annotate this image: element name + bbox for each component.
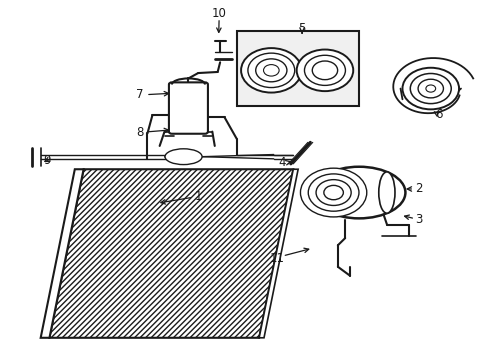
Text: 9: 9 [43,154,51,167]
Circle shape [247,53,294,87]
Circle shape [409,73,450,104]
Circle shape [255,59,286,82]
Circle shape [241,48,301,93]
Circle shape [263,64,279,76]
Text: 8: 8 [136,126,143,139]
Text: 10: 10 [211,7,226,20]
Polygon shape [259,169,298,338]
Ellipse shape [164,149,202,165]
Circle shape [296,50,352,91]
Polygon shape [41,169,83,338]
Text: 2: 2 [414,183,422,195]
Text: 4: 4 [278,156,285,169]
Circle shape [300,168,366,217]
Bar [237,31,358,107]
Circle shape [312,61,337,80]
Circle shape [323,185,343,200]
Text: 6: 6 [434,108,442,121]
Text: 7: 7 [136,88,143,101]
Circle shape [417,79,443,98]
Circle shape [315,180,350,206]
Circle shape [425,85,435,92]
Text: 11: 11 [269,252,285,265]
Ellipse shape [312,167,405,219]
Circle shape [307,174,358,211]
FancyBboxPatch shape [168,82,207,134]
Text: 3: 3 [414,213,422,226]
Text: 1: 1 [194,190,202,203]
Polygon shape [49,169,293,338]
Text: 5: 5 [298,22,305,35]
Circle shape [402,68,458,109]
Ellipse shape [378,172,394,213]
Circle shape [304,55,345,85]
